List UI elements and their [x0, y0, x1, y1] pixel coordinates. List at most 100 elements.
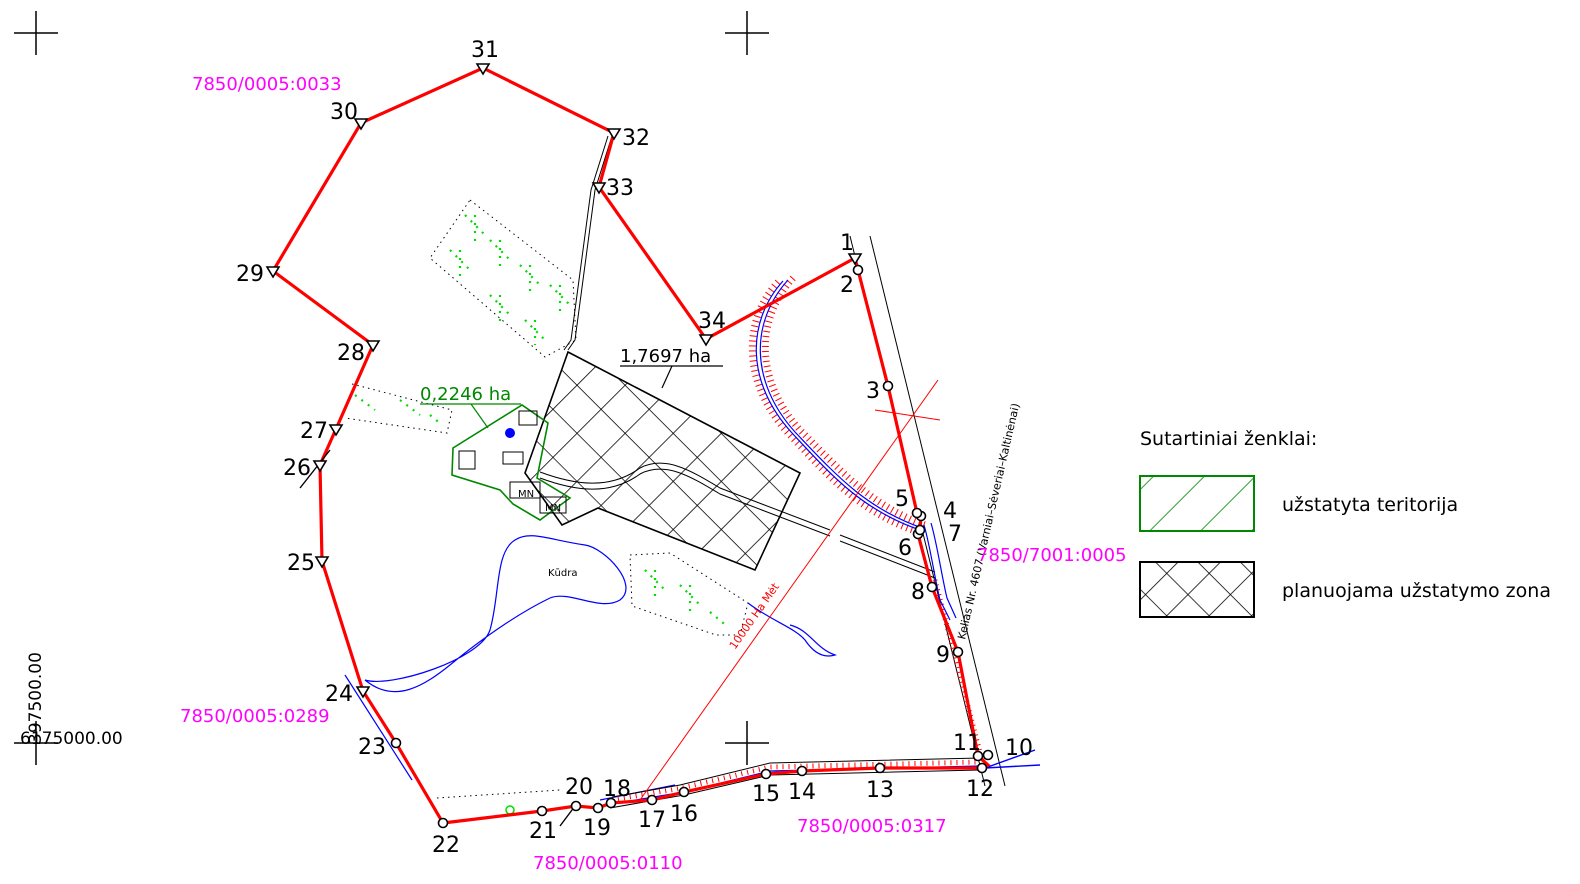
point-label: 9	[936, 643, 950, 668]
point-label: 33	[606, 176, 634, 201]
point-label: 11	[953, 731, 981, 756]
boundary-point-25	[314, 556, 330, 569]
point-label: 24	[325, 682, 353, 707]
boundary-point-32	[606, 128, 622, 141]
ditch	[748, 275, 927, 536]
point-label: 16	[670, 802, 698, 827]
point-label: 8	[911, 580, 925, 605]
planned-zone-leader	[620, 365, 723, 389]
point-label: 2	[840, 273, 854, 298]
boundary-point-21	[536, 805, 548, 817]
point-label: 6	[898, 536, 912, 561]
legend-swatch-built	[1139, 475, 1255, 532]
point-label: 27	[300, 419, 328, 444]
point-label: 3	[866, 379, 880, 404]
built-area-label: 0,2246 ha	[420, 384, 511, 405]
legend: Sutartiniai ženklai: užstatyta teritorij…	[1139, 428, 1551, 618]
boundary-markers	[265, 63, 994, 829]
building-label-1: MN	[518, 489, 534, 500]
boundary-point-19	[592, 802, 604, 814]
water-features	[344, 535, 837, 801]
boundary-point-33	[591, 182, 607, 195]
boundary-point-9	[952, 646, 964, 658]
boundary-point-34	[698, 334, 714, 347]
point-label: 15	[752, 782, 780, 807]
point-label: 13	[866, 778, 894, 803]
boundary-point-18	[605, 797, 617, 809]
boundary-point-27	[328, 424, 344, 437]
stream	[344, 674, 413, 781]
point-label: 28	[337, 341, 365, 366]
y-coordinate-label: 397500.00	[26, 652, 46, 744]
legend-title: Sutartiniai ženklai:	[1140, 428, 1317, 450]
distance-line	[639, 379, 941, 801]
built-area-leader	[420, 403, 521, 429]
boundary-point-1	[847, 253, 863, 266]
point-label: 23	[358, 735, 386, 760]
point-label: 25	[287, 551, 315, 576]
legend-item-planned: planuojama užstatymo zona	[1282, 580, 1551, 602]
boundary-point-7	[914, 524, 926, 536]
boundary-point-31	[475, 63, 491, 76]
boundary-point-5	[911, 507, 923, 519]
point-label: 21	[529, 819, 557, 844]
road	[849, 235, 1006, 787]
point-label: 26	[283, 456, 311, 481]
boundary-point-20	[570, 800, 582, 812]
point-label: 1	[840, 231, 854, 256]
road-label: Kelias Nr. 4607 (Varniai–Sėveriai–Kaltin…	[955, 402, 1022, 641]
boundary-point-13	[874, 762, 886, 774]
boundary-point-15	[760, 768, 772, 780]
parcel-label-0033: 7850/0005:0033	[192, 74, 342, 95]
point-label: 29	[236, 262, 264, 287]
boundary-point-10	[982, 749, 994, 761]
x-coordinate-label: 6175000.00	[20, 729, 123, 749]
boundary-point-2	[852, 264, 864, 276]
point-label: 7	[948, 522, 962, 547]
point-label: 34	[698, 309, 726, 334]
parcel-label-0110: 7850/0005:0110	[533, 853, 683, 874]
vegetation-areas	[344, 199, 749, 815]
registration-marks	[14, 11, 769, 765]
point-label: 32	[622, 126, 650, 151]
point-label: 10	[1005, 736, 1033, 761]
point-label: 5	[895, 487, 909, 512]
boundary-point-3	[882, 380, 894, 392]
pond-outline	[364, 535, 627, 693]
point-label: 31	[471, 38, 499, 63]
point-label: 4	[943, 499, 957, 524]
legend-item-built: užstatyta teritorija	[1282, 494, 1458, 516]
point-labels: 1 2 3 4 5 6 7 8 9 10 11 12 13 14 15 16 1…	[236, 38, 1033, 858]
point-label: 19	[583, 816, 611, 841]
point-label: 20	[565, 775, 593, 800]
legend-swatch-planned	[1139, 561, 1255, 618]
point-label: 18	[603, 777, 631, 802]
planned-area-label: 1,7697 ha	[620, 346, 711, 367]
parcel-label-0289: 7850/0005:0289	[180, 706, 330, 727]
boundary-point-24	[355, 686, 371, 699]
point-label: 12	[966, 777, 994, 802]
building-label-2: MN	[545, 503, 561, 514]
boundary-point-29	[265, 266, 281, 279]
boundary-point-22	[437, 817, 449, 829]
boundary-point-23	[390, 737, 402, 749]
boundary-point-14	[796, 765, 808, 777]
boundary-point-17	[646, 794, 658, 806]
pond-label: Kūdra	[548, 568, 577, 579]
point-label: 22	[432, 833, 460, 858]
boundary-point-16	[678, 786, 690, 798]
boundary-point-11	[972, 750, 984, 762]
boundary-tick-26	[299, 449, 331, 489]
boundary-point-30	[353, 118, 369, 131]
boundary-point-28	[365, 340, 381, 353]
built-area	[451, 404, 572, 521]
point-label: 30	[330, 100, 358, 125]
planned-zone	[524, 350, 802, 572]
parcel-labels: 7850/0005:0033 7850/0005:0289 7850/0005:…	[180, 74, 1127, 874]
buildings	[458, 410, 567, 514]
point-label: 14	[788, 780, 816, 805]
point-label: 17	[638, 808, 666, 833]
boundary-point-12	[976, 762, 988, 774]
boundary-point-8	[926, 581, 938, 593]
